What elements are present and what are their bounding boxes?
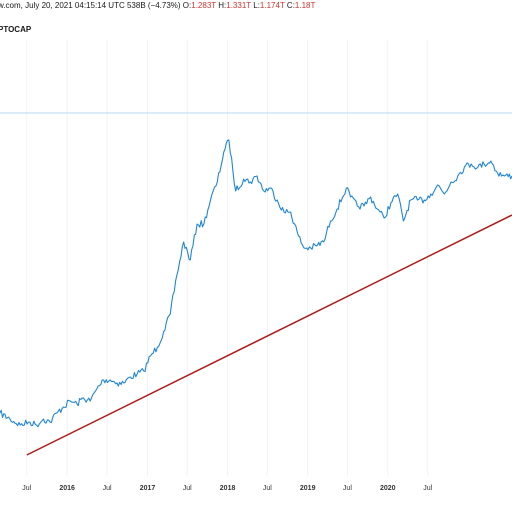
x-tick-label: Jul [183, 485, 192, 492]
symbol-label: PTOCAP [0, 25, 32, 34]
series-layer [0, 139, 512, 428]
x-tick-label: Jul [103, 485, 112, 492]
x-tick-label: 2018 [220, 485, 236, 492]
x-tick-label: Jul [423, 485, 432, 492]
ohlc-close: C:1.18T [286, 1, 316, 10]
price-change: 538B (−4.73%) [126, 1, 181, 10]
x-tick-label: Jul [343, 485, 352, 492]
x-tick-label: 2016 [59, 485, 75, 492]
chart-header: w.com, July 20, 2021 04:15:14 UTC 538B (… [0, 0, 512, 40]
x-axis: Jul 2016 Jul 2017 Jul 2018 Jul 2019 Jul 2020 Jul [22, 485, 432, 492]
x-tick-label: Jul [22, 485, 31, 492]
ohlc-low: L:1.174T [253, 1, 285, 10]
grid [26, 40, 429, 476]
trendline [26, 214, 512, 456]
x-tick-label: 2019 [300, 485, 316, 492]
x-tick-label: Jul [263, 485, 272, 492]
x-tick-label: 2020 [380, 485, 396, 492]
x-tick-label: 2017 [140, 485, 156, 492]
quote-info-line: w.com, July 20, 2021 04:15:14 UTC 538B (… [0, 0, 315, 12]
annotations [0, 112, 512, 456]
ohlc-open: O:1.283T [182, 1, 217, 10]
series-line [0, 139, 512, 428]
ohlc-high: H:1.331T [218, 1, 252, 10]
source-timestamp: w.com, July 20, 2021 04:15:14 UTC [0, 1, 125, 10]
